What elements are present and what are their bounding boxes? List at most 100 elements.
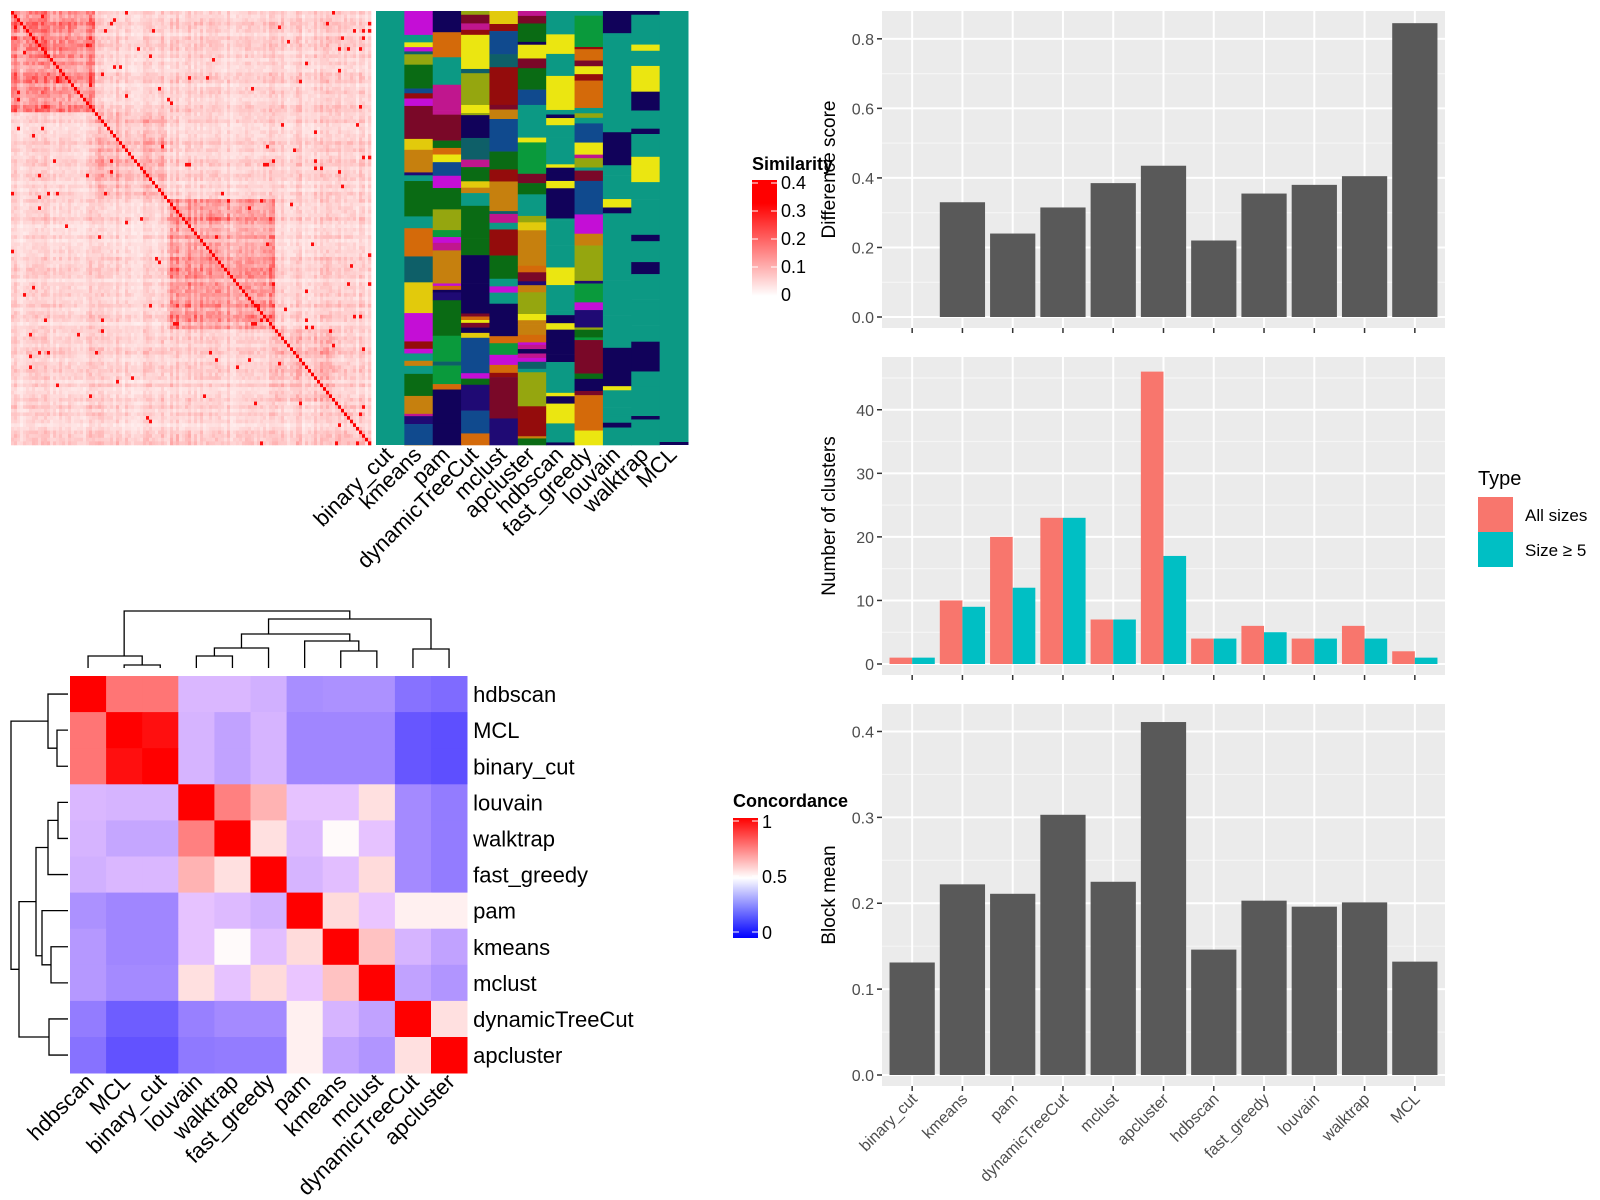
cluster-segment — [432, 285, 462, 291]
type-legend-title: Type — [1478, 468, 1521, 490]
bar — [1090, 881, 1136, 1075]
cluster-segment — [461, 73, 490, 106]
concordance-dendrograms — [10, 610, 450, 1056]
concordance-cell — [394, 676, 432, 713]
concordance-cell — [106, 1000, 143, 1038]
concordance-cell — [178, 856, 215, 893]
bar — [1392, 23, 1438, 318]
concordance-cell — [431, 964, 468, 1002]
cluster-segment — [489, 336, 519, 344]
row-dendrogram-branch — [18, 900, 49, 1038]
cluster-segment — [489, 67, 519, 103]
cluster-segment — [631, 386, 661, 417]
cluster-segment — [517, 361, 547, 370]
cluster-segment — [602, 386, 632, 391]
bar-size-ge-5 — [1264, 632, 1287, 664]
cluster-segment — [546, 118, 576, 126]
concordance-row-label: apcluster — [473, 1043, 562, 1068]
cluster-segment — [602, 213, 632, 246]
cluster-segment — [461, 159, 490, 168]
cluster-segment — [461, 433, 490, 441]
cluster-segment — [517, 372, 547, 407]
cluster-segment — [461, 322, 490, 328]
cluster-segment — [546, 396, 576, 404]
cluster-segment — [574, 310, 604, 328]
concordance-cell — [431, 892, 468, 930]
concordance-cell — [250, 892, 287, 930]
cluster-segment — [461, 410, 490, 434]
cluster-segment — [546, 167, 576, 173]
cluster-segment — [432, 242, 462, 251]
cluster-column-fast_greedy — [574, 11, 604, 446]
cluster-segment — [546, 407, 576, 424]
concordance-cell — [142, 892, 179, 930]
concordance-cell — [431, 784, 468, 821]
bar-all-sizes — [990, 536, 1013, 664]
cluster-segment — [404, 64, 434, 89]
column-dendrogram-branch — [412, 648, 450, 668]
cluster-segment — [432, 335, 462, 362]
similarity-legend-tick: 0 — [781, 285, 791, 305]
cluster-segment — [546, 188, 576, 219]
bar-all-sizes — [1392, 651, 1415, 664]
cluster-segment — [404, 228, 434, 257]
cluster-segment — [631, 274, 661, 300]
cluster-segment — [404, 51, 434, 55]
cluster-segment — [404, 424, 434, 446]
cluster-segment — [602, 309, 632, 316]
concordance-cell — [178, 712, 215, 749]
concordance-cell — [431, 712, 468, 749]
y-tick-label: 10 — [856, 593, 874, 610]
row-dendrogram-branch — [50, 946, 68, 984]
cluster-segment — [631, 241, 661, 257]
cluster-segment — [432, 175, 462, 189]
x-tick-label: walktrap — [1319, 1091, 1374, 1146]
cluster-segment — [574, 302, 604, 311]
cluster-segment — [432, 84, 462, 111]
cluster-segment — [574, 180, 604, 215]
cluster-segment — [404, 348, 434, 354]
cluster-segment — [574, 66, 604, 75]
cluster-segment — [631, 44, 661, 52]
cluster-segment — [602, 11, 632, 34]
y-tick-label: 0.6 — [852, 101, 874, 118]
cluster-segment — [546, 137, 576, 157]
cluster-segment — [432, 384, 462, 390]
cluster-segment — [546, 364, 576, 394]
concordance-cell — [70, 712, 107, 749]
cluster-segment — [489, 229, 519, 256]
cluster-segment — [517, 104, 547, 138]
cluster-segment — [489, 278, 519, 287]
similarity-legend: Similarity 0.4 0.3 0.2 0.1 0 — [752, 154, 833, 305]
cluster-segment — [432, 147, 462, 155]
concordance-cell — [250, 1000, 287, 1038]
cluster-segment — [517, 344, 547, 350]
cluster-segment — [546, 310, 576, 316]
concordance-row-label: mclust — [473, 971, 537, 996]
type-legend-label: Size ≥ 5 — [1525, 541, 1586, 560]
concordance-cell — [431, 820, 468, 857]
concordance-cell — [106, 892, 143, 930]
cluster-segment — [489, 255, 519, 280]
cluster-segment — [404, 216, 434, 223]
cluster-segment — [546, 323, 576, 330]
cluster-segment — [517, 357, 547, 363]
cluster-segment — [574, 395, 604, 431]
cluster-segment — [432, 32, 462, 58]
cluster-column-binary_cut — [376, 11, 405, 445]
y-tick-label: 0.0 — [852, 1068, 874, 1085]
cluster-segment — [461, 104, 490, 114]
cluster-segment — [432, 292, 462, 301]
concordance-cell — [106, 820, 143, 857]
cluster-segment — [602, 315, 632, 349]
bar — [939, 884, 986, 1075]
concordance-cell — [70, 784, 107, 821]
concordance-cell — [178, 928, 215, 966]
cluster-column-kmeans — [404, 11, 434, 446]
cluster-segment — [574, 117, 604, 124]
y-tick-label: 40 — [856, 403, 874, 420]
concordance-row-label: kmeans — [473, 935, 550, 960]
concordance-cell — [394, 892, 432, 930]
concordance-cell — [250, 1037, 287, 1074]
cluster-segment — [461, 193, 490, 207]
